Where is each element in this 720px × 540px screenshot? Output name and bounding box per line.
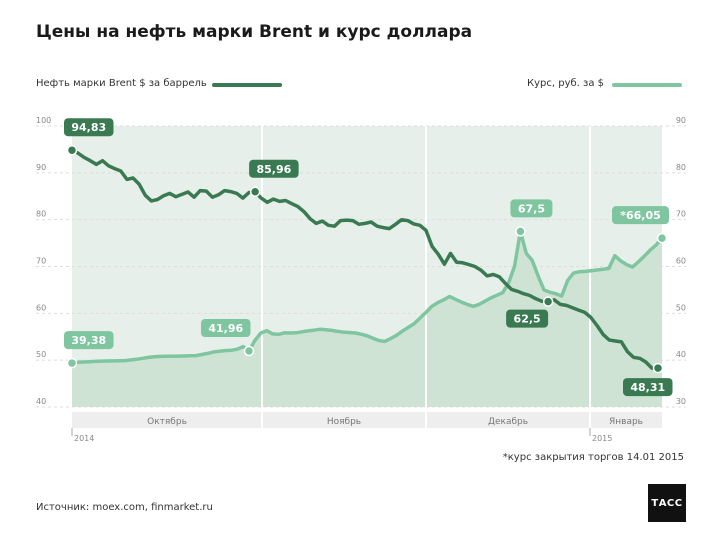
- left-tick-label: 50: [36, 350, 46, 359]
- left-tick-label: 70: [36, 257, 46, 266]
- usd-data-label: 41,96: [208, 322, 243, 335]
- right-tick-label: 60: [676, 257, 686, 266]
- brent-callout-box: [64, 118, 114, 137]
- legend-brent-label: Нефть марки Brent $ за баррель: [36, 78, 207, 89]
- brent-point: [66, 144, 78, 156]
- legend-usd-label: Курс, руб. за $: [527, 78, 604, 89]
- right-tick-label: 30: [676, 397, 686, 406]
- brent-callout-box: [506, 309, 549, 328]
- chart-title: Цены на нефть марки Brent и курс доллара: [36, 22, 473, 42]
- month-label: Январь: [609, 417, 643, 427]
- usd-line: [70, 229, 664, 365]
- right-tick-label: 70: [676, 210, 686, 219]
- left-tick-label: 100: [36, 116, 51, 125]
- brent-point: [652, 362, 664, 374]
- brent-data-label: 85,96: [256, 163, 291, 176]
- usd-data-label: *66,05: [620, 209, 661, 222]
- right-tick-label: 40: [676, 350, 686, 359]
- year-label: 2014: [74, 434, 94, 443]
- usd-area: [72, 231, 662, 407]
- left-tick-label: 80: [36, 210, 46, 219]
- usd-point: [515, 226, 526, 237]
- usd-point: [656, 232, 668, 244]
- source-note: Источник: moex.com, finmarket.ru: [36, 502, 213, 513]
- legend-usd-swatch: [612, 83, 682, 87]
- brent-callout-box: [623, 378, 673, 397]
- right-tick-label: 90: [676, 116, 686, 125]
- right-tick-label: 50: [676, 303, 686, 312]
- brent-data-label: 48,31: [630, 381, 665, 394]
- brent-point: [249, 186, 261, 198]
- usd-callout-box: [201, 318, 251, 337]
- brent-data-label: 62,5: [514, 313, 541, 326]
- left-tick-label: 90: [36, 163, 46, 172]
- usd-data-label: 67,5: [518, 202, 545, 215]
- usd-callout-box: [510, 199, 553, 218]
- tass-logo: ТАСС: [648, 484, 686, 522]
- month-label: Декабрь: [488, 417, 528, 427]
- left-tick-label: 60: [36, 303, 46, 312]
- brent-point: [542, 296, 554, 307]
- usd-data-label: 39,38: [71, 334, 106, 347]
- brent-callout-box: [249, 159, 299, 178]
- year-label: 2015: [592, 434, 612, 443]
- month-axis-band: [72, 412, 662, 428]
- left-tick-label: 40: [36, 397, 46, 406]
- month-label: Ноябрь: [327, 417, 361, 427]
- brent-line: [70, 148, 660, 370]
- brent-data-label: 94,83: [71, 121, 106, 134]
- right-tick-label: 80: [676, 163, 686, 172]
- usd-callout-box: [612, 206, 669, 225]
- usd-point: [243, 345, 255, 357]
- footnote: *курс закрытия торгов 14.01 2015: [502, 452, 684, 463]
- usd-callout-box: [64, 331, 114, 350]
- legend-brent-swatch: [212, 83, 282, 87]
- month-label: Октябрь: [147, 417, 187, 427]
- usd-point: [66, 357, 78, 369]
